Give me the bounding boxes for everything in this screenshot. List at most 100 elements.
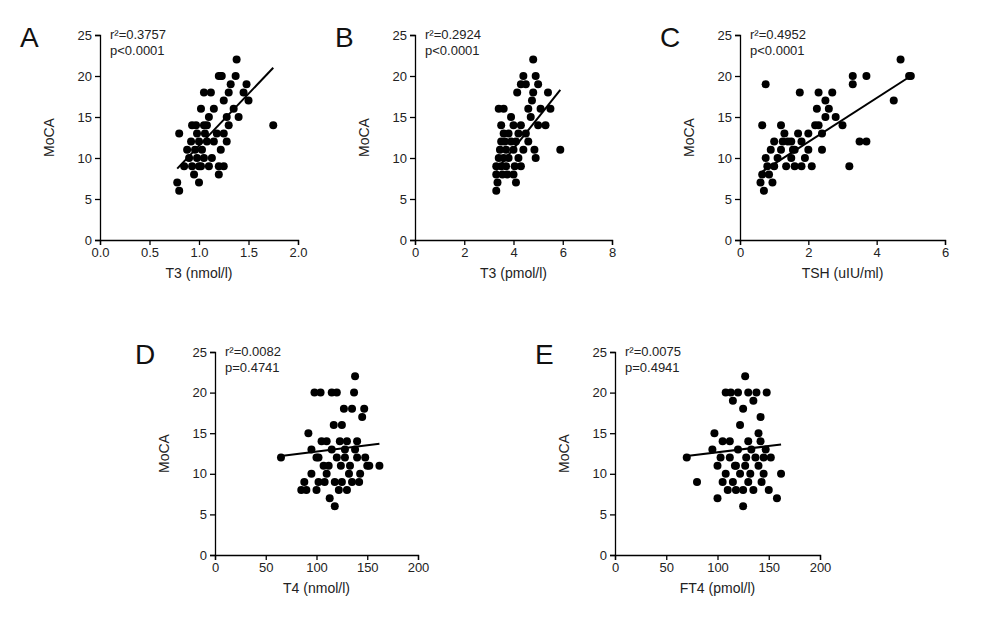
tick-label: 10 bbox=[393, 151, 407, 166]
tick: 25 bbox=[593, 345, 615, 360]
point bbox=[200, 154, 208, 162]
tick-label: 1.5 bbox=[240, 245, 258, 260]
point bbox=[556, 146, 564, 154]
axis-line bbox=[95, 36, 101, 241]
point bbox=[760, 187, 768, 195]
point bbox=[862, 138, 870, 146]
tick: 100 bbox=[707, 555, 729, 575]
point bbox=[345, 470, 353, 478]
point bbox=[492, 187, 500, 195]
tick: 0 bbox=[400, 233, 415, 248]
tick: 0 bbox=[212, 555, 219, 575]
annotation: p<0.0001 bbox=[750, 43, 805, 58]
panel-label: C bbox=[660, 22, 680, 53]
tick: 20 bbox=[193, 385, 215, 400]
tick-mark bbox=[95, 199, 100, 200]
tick: 25 bbox=[193, 345, 215, 360]
point bbox=[739, 405, 747, 413]
point bbox=[333, 454, 341, 462]
point bbox=[734, 389, 742, 397]
tick-label: 200 bbox=[810, 560, 832, 575]
x-axis-title: T4 (nmol/l) bbox=[283, 580, 350, 596]
point bbox=[890, 97, 898, 105]
tick-mark bbox=[735, 240, 740, 241]
tick-label: 25 bbox=[393, 28, 407, 43]
point bbox=[358, 413, 366, 421]
panel-label: E bbox=[535, 339, 554, 370]
point bbox=[856, 138, 864, 146]
point bbox=[200, 88, 208, 96]
point bbox=[505, 129, 513, 137]
tick-label: 0 bbox=[725, 233, 732, 248]
x-axis: 050100150200 bbox=[212, 555, 429, 575]
point bbox=[333, 389, 341, 397]
tick-label: 4 bbox=[510, 245, 517, 260]
point bbox=[532, 154, 540, 162]
tick-mark bbox=[610, 514, 615, 515]
point bbox=[717, 454, 725, 462]
point bbox=[528, 97, 536, 105]
point bbox=[351, 372, 359, 380]
point bbox=[330, 421, 338, 429]
tick: 20 bbox=[718, 69, 740, 84]
point bbox=[355, 478, 363, 486]
point bbox=[732, 462, 740, 470]
point bbox=[223, 138, 231, 146]
tick: 25 bbox=[393, 28, 415, 43]
point bbox=[770, 138, 778, 146]
point bbox=[192, 121, 200, 129]
tick: 0 bbox=[85, 233, 100, 248]
point bbox=[215, 170, 223, 178]
point bbox=[527, 113, 535, 121]
tick-label: 6 bbox=[942, 245, 949, 260]
tick: 25 bbox=[78, 28, 100, 43]
tick-label: 20 bbox=[78, 69, 92, 84]
tick-label: 0.5 bbox=[141, 245, 159, 260]
tick-label: 0 bbox=[600, 548, 607, 563]
point bbox=[510, 121, 518, 129]
tick: 6 bbox=[560, 240, 567, 260]
tick-label: 15 bbox=[718, 110, 732, 125]
point bbox=[787, 138, 795, 146]
point bbox=[529, 88, 537, 96]
point bbox=[755, 462, 763, 470]
tick-mark bbox=[95, 158, 100, 159]
point bbox=[512, 179, 520, 187]
point bbox=[346, 462, 354, 470]
tick-label: 5 bbox=[85, 192, 92, 207]
point bbox=[791, 162, 799, 170]
point bbox=[361, 454, 369, 462]
tick: 10 bbox=[193, 466, 215, 481]
point bbox=[693, 478, 701, 486]
annotation: r²=0.0075 bbox=[625, 344, 681, 359]
point bbox=[714, 494, 722, 502]
point bbox=[530, 146, 538, 154]
point bbox=[519, 146, 527, 154]
point bbox=[804, 146, 812, 154]
point bbox=[828, 88, 836, 96]
point bbox=[813, 105, 821, 113]
panel-label: A bbox=[20, 22, 39, 53]
plot-area bbox=[277, 372, 383, 510]
tick-mark bbox=[735, 199, 740, 200]
x-axis-title: TSH (uIU/ml) bbox=[802, 265, 884, 281]
tick-label: 50 bbox=[259, 560, 273, 575]
tick-mark bbox=[410, 158, 415, 159]
point bbox=[307, 470, 315, 478]
point bbox=[220, 162, 228, 170]
point bbox=[849, 72, 857, 80]
tick-mark bbox=[210, 514, 215, 515]
tick: 150 bbox=[758, 555, 780, 575]
tick-mark bbox=[610, 555, 615, 556]
tick: 150 bbox=[357, 555, 379, 575]
point bbox=[749, 486, 757, 494]
tick: 20 bbox=[593, 385, 615, 400]
tick-mark bbox=[95, 35, 100, 36]
tick-label: 2 bbox=[805, 245, 812, 260]
tick: 0 bbox=[200, 548, 215, 563]
tick: 1.5 bbox=[240, 240, 258, 260]
x-axis: 050100150200 bbox=[612, 555, 831, 575]
point bbox=[534, 80, 542, 88]
annotation: p<0.0001 bbox=[425, 43, 480, 58]
axis-line bbox=[735, 36, 741, 241]
